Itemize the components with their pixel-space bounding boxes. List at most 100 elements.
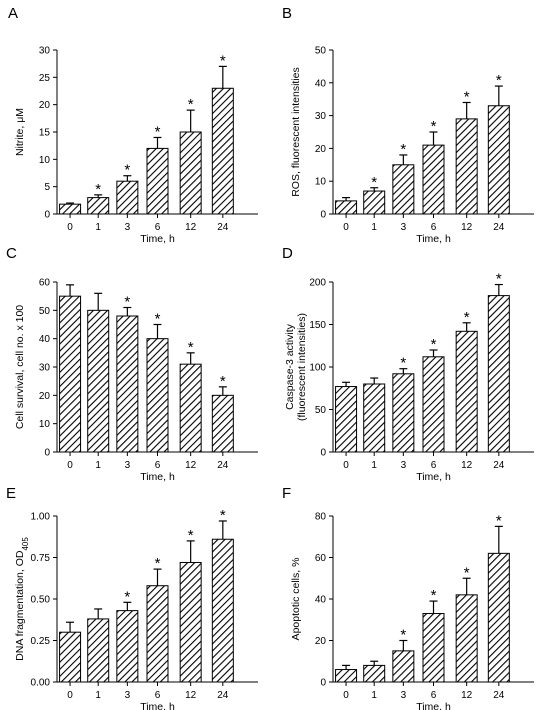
x-tick-label: 24 bbox=[493, 460, 505, 471]
x-tick-label: 3 bbox=[401, 222, 407, 233]
y-tick-label: 30 bbox=[39, 46, 51, 57]
significance-asterisk: * bbox=[431, 587, 437, 604]
significance-asterisk: * bbox=[400, 627, 406, 644]
bar bbox=[487, 105, 510, 215]
bar bbox=[422, 144, 445, 215]
bar bbox=[179, 131, 202, 215]
x-tick-label: 12 bbox=[185, 460, 197, 471]
x-tick-label: 24 bbox=[217, 222, 229, 233]
y-tick-label: 60 bbox=[39, 278, 51, 289]
significance-asterisk: * bbox=[124, 588, 130, 605]
x-tick-label: 6 bbox=[431, 460, 437, 471]
y-tick-label: 30 bbox=[39, 363, 51, 374]
y-axis-label: Nitrite, μM bbox=[14, 108, 26, 156]
significance-asterisk: * bbox=[464, 88, 470, 105]
bar bbox=[363, 190, 386, 215]
x-tick-label: 0 bbox=[67, 690, 73, 701]
bar bbox=[146, 147, 169, 215]
y-tick-label: 20 bbox=[39, 100, 51, 111]
x-axis-label: Time, h bbox=[140, 701, 175, 710]
panel-e: E 0.00 0.25 0.50 0.75 1.00 0 1 * 3 * 6 * 12 * 24 Time, … bbox=[6, 485, 258, 710]
x-tick-label: 12 bbox=[461, 690, 473, 701]
x-tick-label: 12 bbox=[185, 690, 197, 701]
panel-letter-b: B bbox=[282, 5, 292, 22]
bar bbox=[59, 203, 82, 215]
x-tick-label: 1 bbox=[95, 222, 101, 233]
significance-asterisk: * bbox=[155, 311, 161, 328]
y-tick-label: 10 bbox=[39, 419, 51, 430]
x-tick-label: 3 bbox=[125, 690, 131, 701]
bar bbox=[146, 585, 169, 683]
panel-a: A 0 5 10 15 20 25 30 0 * 1 * 3 * 6 * 12 * 24 Time, h Nitrit… bbox=[8, 5, 258, 245]
significance-asterisk: * bbox=[220, 507, 226, 524]
bar bbox=[59, 295, 82, 453]
x-tick-label: 1 bbox=[95, 690, 101, 701]
y-tick-label: 30 bbox=[315, 111, 327, 122]
x-axis-label: Time, h bbox=[140, 471, 175, 483]
x-tick-label: 0 bbox=[343, 690, 349, 701]
bar bbox=[211, 87, 234, 215]
panel-letter-c: C bbox=[6, 245, 17, 262]
y-axis-label-subscript: 405 bbox=[21, 537, 30, 551]
bar bbox=[335, 386, 358, 453]
x-axis-label: Time, h bbox=[416, 701, 451, 710]
bar bbox=[455, 594, 478, 683]
significance-asterisk: * bbox=[400, 355, 406, 372]
panel-letter-f: F bbox=[282, 485, 291, 502]
y-tick-label: 40 bbox=[315, 78, 327, 89]
significance-asterisk: * bbox=[188, 96, 194, 113]
significance-asterisk: * bbox=[431, 336, 437, 353]
y-tick-label: 10 bbox=[315, 177, 327, 188]
x-tick-label: 3 bbox=[401, 460, 407, 471]
significance-asterisk: * bbox=[124, 162, 130, 179]
y-tick-label: 15 bbox=[39, 128, 51, 139]
x-tick-label: 12 bbox=[461, 222, 473, 233]
significance-asterisk: * bbox=[496, 271, 502, 288]
panel-c: C 0 10 20 30 40 50 60 0 1 * 3 * 6 * 12 * 24 Time, h Cell s… bbox=[6, 245, 258, 483]
panel-b: B 0 10 20 30 40 50 0 * 1 * 3 * 6 * 12 * 24 Time, h ROS, fl… bbox=[282, 5, 534, 245]
y-tick-label: 0 bbox=[320, 210, 326, 221]
x-tick-label: 0 bbox=[67, 460, 73, 471]
x-tick-label: 0 bbox=[343, 222, 349, 233]
y-tick-label: 1.00 bbox=[31, 512, 51, 523]
bar bbox=[335, 669, 358, 683]
chart-d: 0 50 100 150 200 0 1 * 3 * 6 * 12 * 24 Time, h Caspase-3… bbox=[284, 271, 534, 483]
y-tick-label: 20 bbox=[39, 391, 51, 402]
bar bbox=[116, 180, 139, 215]
y-tick-label: 60 bbox=[315, 553, 327, 564]
x-tick-label: 12 bbox=[461, 460, 473, 471]
y-tick-label: 50 bbox=[315, 46, 327, 57]
x-axis-label: Time, h bbox=[416, 471, 451, 483]
significance-asterisk: * bbox=[371, 174, 377, 191]
x-tick-label: 24 bbox=[217, 690, 229, 701]
significance-asterisk: * bbox=[155, 123, 161, 140]
x-tick-label: 24 bbox=[217, 460, 229, 471]
bar bbox=[363, 383, 386, 453]
y-tick-label: 50 bbox=[315, 405, 327, 416]
significance-asterisk: * bbox=[188, 527, 194, 544]
x-tick-label: 3 bbox=[125, 460, 131, 471]
y-axis-label: DNA fragmentation, OD405 bbox=[14, 537, 30, 661]
significance-asterisk: * bbox=[95, 181, 101, 198]
y-tick-label: 10 bbox=[39, 155, 51, 166]
significance-asterisk: * bbox=[496, 512, 502, 529]
y-tick-label: 0 bbox=[320, 448, 326, 459]
significance-asterisk: * bbox=[400, 141, 406, 158]
y-tick-label: 200 bbox=[309, 278, 326, 289]
bar bbox=[59, 631, 82, 683]
panel-letter-a: A bbox=[8, 5, 18, 22]
y-tick-label: 0.00 bbox=[31, 678, 51, 689]
bar bbox=[487, 552, 510, 683]
x-tick-label: 6 bbox=[155, 222, 161, 233]
x-axis-label: Time, h bbox=[416, 233, 451, 245]
x-tick-label: 6 bbox=[431, 222, 437, 233]
bar bbox=[392, 373, 415, 453]
bar bbox=[487, 295, 510, 453]
y-tick-label: 80 bbox=[315, 512, 327, 523]
bar bbox=[87, 197, 110, 215]
y-axis-label: Cell survival, cell no. x 100 bbox=[14, 305, 26, 429]
y-tick-label: 0.50 bbox=[31, 595, 51, 606]
significance-asterisk: * bbox=[188, 339, 194, 356]
x-tick-label: 24 bbox=[493, 222, 505, 233]
significance-asterisk: * bbox=[220, 373, 226, 390]
